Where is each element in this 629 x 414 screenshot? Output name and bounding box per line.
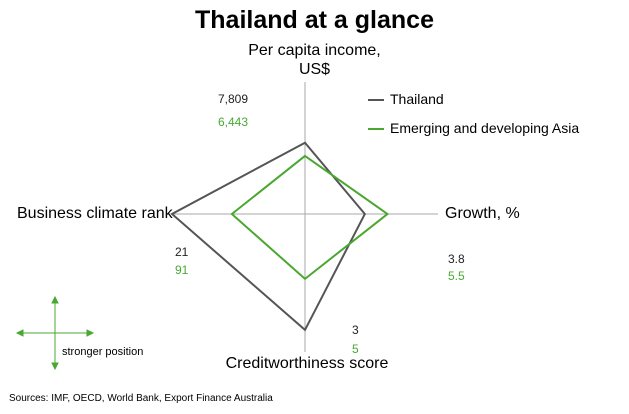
- axis-label-right: Growth, %: [445, 205, 520, 222]
- axis-label-left: Business climate rank: [17, 205, 173, 222]
- axis-label-top-line1: Per capita income,: [248, 42, 381, 59]
- axis-label-bottom: Creditworthiness score: [225, 355, 389, 372]
- axis-label-top-line2: US$: [298, 61, 331, 78]
- legend-label-asia: Emerging and developing Asia: [390, 120, 580, 136]
- legend-label-thailand: Thailand: [390, 91, 444, 107]
- direction-key-arrows: [15, 295, 95, 371]
- value-asia-left: 91: [175, 263, 189, 277]
- source-note: Sources: IMF, OECD, World Bank, Export F…: [9, 393, 273, 404]
- value-asia-right: 5.5: [448, 269, 465, 283]
- value-asia-top: 6,443: [218, 115, 249, 129]
- value-asia-bottom: 5: [352, 342, 359, 356]
- series-polygon-thailand: [170, 141, 367, 332]
- value-thailand-top: 7,809: [218, 92, 249, 106]
- value-thailand-right: 3.8: [448, 252, 465, 266]
- value-thailand-left: 21: [175, 245, 189, 259]
- chart-title: Thailand at a glance: [195, 6, 434, 34]
- direction-key-label: stronger position: [62, 346, 144, 358]
- value-thailand-bottom: 3: [352, 323, 359, 337]
- series-polygon-asia: [230, 154, 390, 281]
- axis-label-top: Per capita income, US$: [0, 41, 629, 79]
